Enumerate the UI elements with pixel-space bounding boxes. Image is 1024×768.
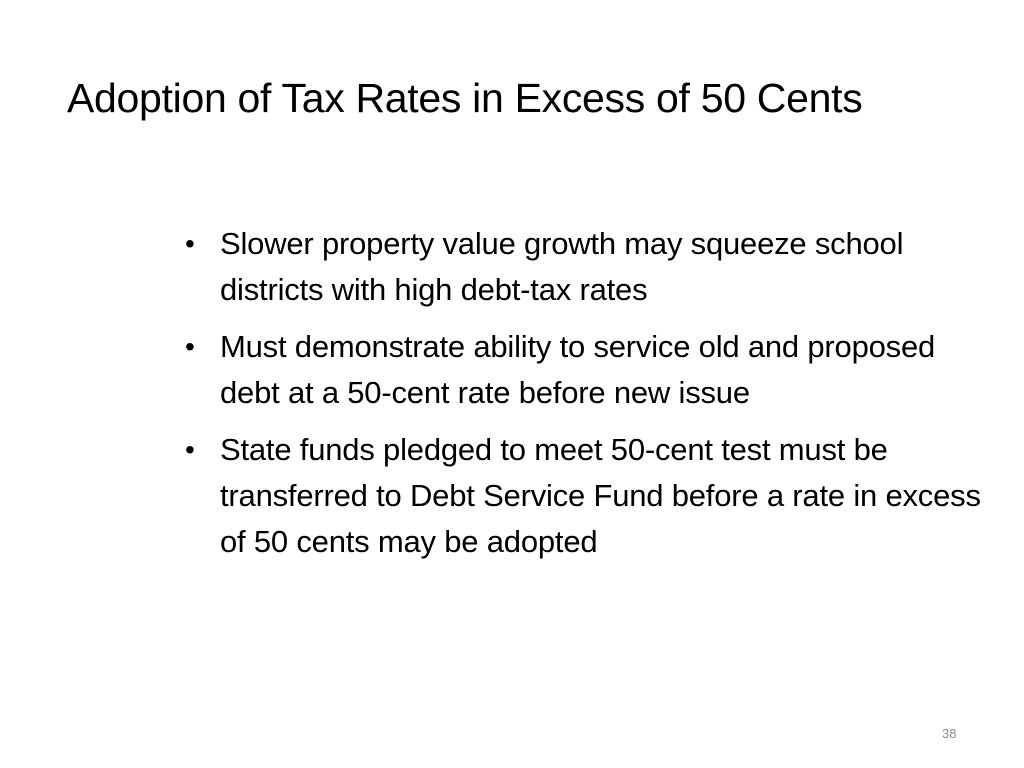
bullet-icon: • xyxy=(185,228,195,259)
bullet-list: • Slower property value growth may squee… xyxy=(182,221,992,576)
bullet-text: Must demonstrate ability to service old … xyxy=(220,329,936,410)
bullet-item: • State funds pledged to meet 50-cent te… xyxy=(182,427,992,565)
bullet-icon: • xyxy=(185,331,195,362)
slide-number: 38 xyxy=(942,726,957,741)
bullet-icon: • xyxy=(185,434,195,465)
bullet-item: • Slower property value growth may squee… xyxy=(182,221,992,313)
bullet-text: State funds pledged to meet 50-cent test… xyxy=(220,432,981,559)
slide-title: Adoption of Tax Rates in Excess of 50 Ce… xyxy=(67,75,863,121)
bullet-item: • Must demonstrate ability to service ol… xyxy=(182,324,992,416)
bullet-text: Slower property value growth may squeeze… xyxy=(220,226,904,307)
